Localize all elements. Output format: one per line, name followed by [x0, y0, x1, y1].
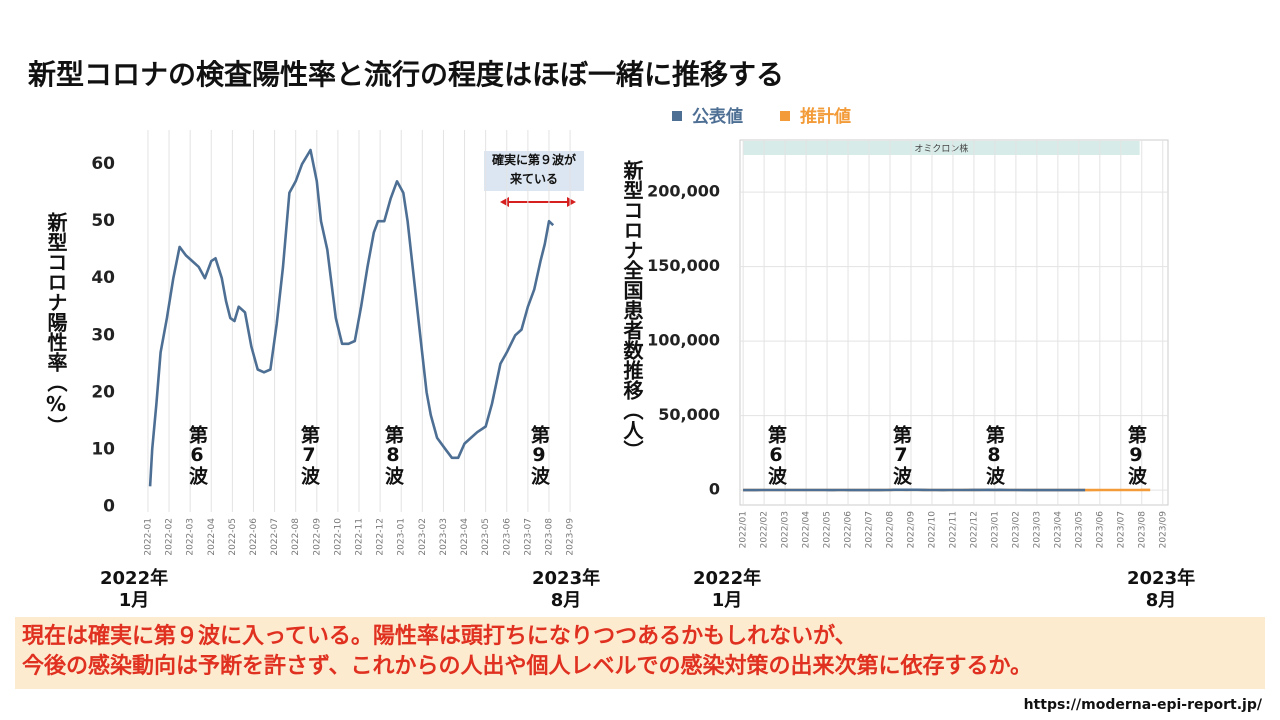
- x-tick-label: 2022-11: [355, 518, 365, 556]
- wave-label: 第7波: [890, 425, 912, 485]
- x-tick-label: 2023/06: [1095, 511, 1105, 549]
- x-tick-label: 2023/03: [1032, 511, 1042, 548]
- x-tick-label: 2023/07: [1116, 511, 1126, 548]
- x-tick-label: 2023/01: [990, 511, 1000, 548]
- y-tick-label: 30: [91, 325, 115, 345]
- y-tick-label: 0: [103, 496, 115, 516]
- wave-label: 第9波: [1125, 425, 1147, 485]
- legend-label: 公表値: [692, 106, 743, 127]
- x-tick-label: 2023-07: [523, 518, 533, 556]
- x-tick-label: 2023-04: [460, 518, 470, 556]
- x-tick-label: 2023-09: [566, 518, 576, 556]
- wave-label: 第6波: [765, 425, 787, 485]
- conclusion-line: 現在は確実に第９波に入っている。陽性率は頭打ちになりつつあるかもしれないが、: [22, 623, 857, 649]
- x-tick-label: 2023-05: [481, 518, 491, 556]
- x-tick-label: 2023-08: [544, 518, 554, 556]
- x-tick-label: 2022/03: [781, 511, 791, 548]
- y-tick-label: 150,000: [647, 256, 720, 275]
- y-axis-title: 新型コロナ陽性率（%）: [44, 212, 68, 436]
- band-label: オミクロン株: [914, 143, 968, 155]
- x-tick-label: 2022-08: [291, 518, 301, 556]
- x-tick-label: 2022-02: [165, 518, 175, 556]
- data-line: [148, 148, 555, 487]
- x-tick-label: 2022-04: [207, 518, 217, 556]
- slide-title: 新型コロナの検査陽性率と流行の程度はほぼ一緒に推移する: [27, 58, 784, 91]
- date-label: 2022年 1月: [100, 568, 169, 611]
- x-tick-label: 2023-02: [418, 518, 428, 556]
- y-tick-label: 200,000: [647, 182, 720, 201]
- x-tick-label: 2023-06: [502, 518, 512, 556]
- y-tick-label: 10: [91, 439, 115, 459]
- x-tick-label: 2022-09: [312, 518, 322, 556]
- y-tick-label: 40: [91, 268, 115, 288]
- y-tick-label: 0: [709, 480, 720, 499]
- x-tick-label: 2022-07: [270, 518, 280, 556]
- x-tick-label: 2022/06: [844, 511, 854, 549]
- date-label: 2023年 8月: [532, 568, 601, 611]
- wave-label: 第6波: [186, 425, 208, 485]
- date-label: 2023年 8月: [1127, 568, 1196, 611]
- x-tick-label: 2022-03: [186, 518, 196, 556]
- x-tick-label: 2022/05: [823, 511, 833, 548]
- x-tick-label: 2022/11: [948, 511, 958, 548]
- wave-label: 第8波: [983, 425, 1005, 485]
- plot-area: [739, 139, 1169, 506]
- callout-text: 確実に第９波が 来ている: [491, 153, 576, 186]
- x-tick-label: 2023-03: [439, 518, 449, 556]
- x-tick-label: 2022/10: [927, 511, 937, 549]
- x-tick-label: 2022/12: [969, 511, 979, 548]
- x-tick-label: 2022/01: [739, 511, 749, 548]
- x-tick-label: 2023/02: [1011, 511, 1021, 548]
- y-tick-label: 50,000: [658, 405, 720, 424]
- x-tick-label: 2022/02: [760, 511, 770, 548]
- y-tick-label: 60: [91, 154, 115, 174]
- date-label: 2022年 1月: [693, 568, 762, 611]
- y-axis-title: 新型コロナ全国患者数推移（人）: [620, 160, 644, 460]
- wave-label: 第8波: [382, 425, 404, 485]
- x-tick-label: 2023/08: [1137, 511, 1147, 549]
- x-tick-label: 2022/09: [906, 511, 916, 549]
- conclusion-line: 今後の感染動向は予断を許さず、これからの人出や個人レベルでの感染対策の出来次第に…: [22, 653, 1032, 679]
- x-tick-label: 2022/07: [865, 511, 875, 548]
- source: https://moderna-epi-report.jp/: [1024, 697, 1263, 713]
- arrow-head: [500, 197, 576, 207]
- x-tick-label: 2022/08: [886, 511, 896, 549]
- x-tick-label: 2023/04: [1053, 511, 1063, 549]
- wave-label: 第7波: [298, 425, 320, 485]
- x-tick-label: 2022-12: [376, 518, 386, 556]
- x-tick-label: 2022-05: [228, 518, 238, 556]
- x-tick-label: 2022-06: [249, 518, 259, 556]
- y-tick-label: 20: [91, 382, 115, 402]
- callout-box: [484, 151, 584, 191]
- legend-swatch: [780, 111, 790, 121]
- wave-label: 第9波: [528, 425, 550, 485]
- x-tick-label: 2023-01: [397, 518, 407, 556]
- legend-label: 推計値: [800, 106, 851, 127]
- y-tick-label: 100,000: [647, 331, 720, 350]
- x-tick-label: 2023/09: [1158, 511, 1168, 549]
- legend-swatch: [672, 111, 682, 121]
- x-tick-label: 2022-10: [333, 518, 343, 556]
- conclusion-box: [15, 617, 1265, 689]
- x-tick-label: 2022/04: [802, 511, 812, 549]
- x-tick-label: 2022-01: [143, 518, 153, 556]
- band: [743, 141, 1140, 155]
- y-tick-label: 50: [91, 211, 115, 231]
- x-tick-label: 2023/05: [1074, 511, 1084, 548]
